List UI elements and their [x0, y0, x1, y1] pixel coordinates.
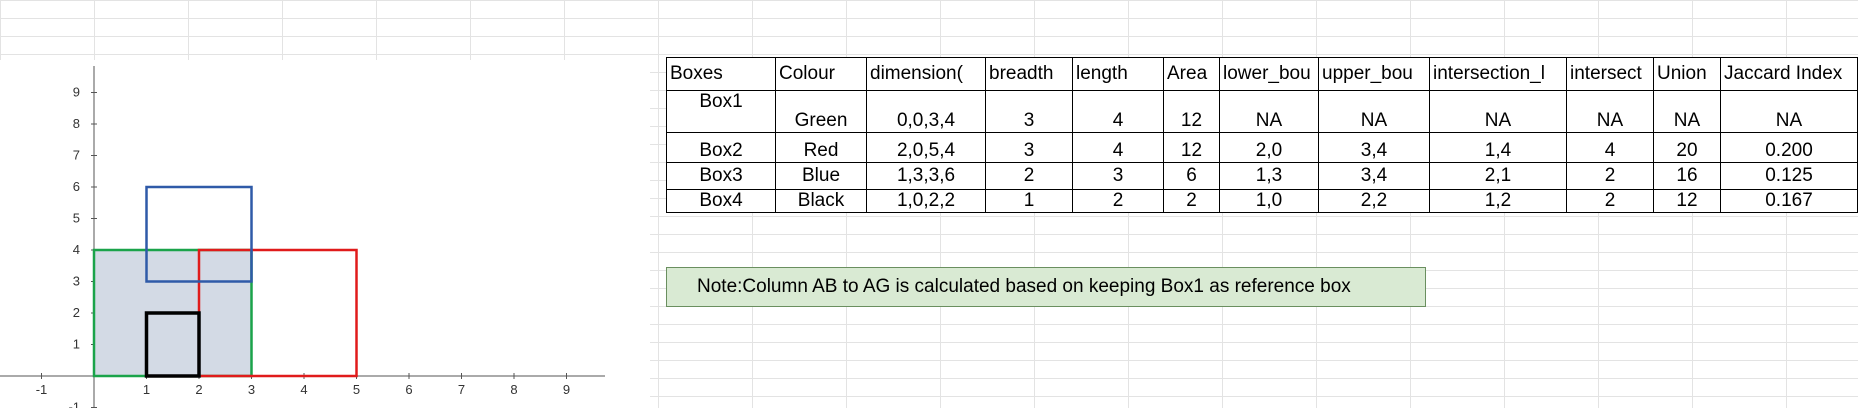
cell[interactable]: 12	[1653, 189, 1721, 213]
y-tick-label: 5	[73, 211, 80, 226]
header-colour[interactable]: Colour	[775, 57, 867, 91]
cell[interactable]: 4	[1072, 132, 1164, 163]
cell[interactable]: 2,0,5,4	[866, 132, 986, 163]
cell[interactable]: Black	[775, 189, 867, 213]
plot-canvas: -1 1 2 3 4 5 6 7 8 9 9 8 7 6 5 4 3 2 1 -1	[0, 66, 605, 408]
header-breadth[interactable]: breadth	[985, 57, 1073, 91]
cell[interactable]: 1,0	[1219, 189, 1319, 213]
y-tick-label: 3	[73, 274, 80, 289]
x-tick-label: 6	[405, 382, 412, 397]
cell[interactable]: 12	[1163, 90, 1220, 133]
cell[interactable]: 1,2	[1429, 189, 1567, 213]
cell[interactable]: NA	[1429, 90, 1567, 133]
x-tick-label: 5	[353, 382, 360, 397]
cell[interactable]: 3,4	[1318, 132, 1430, 163]
cell[interactable]: 0.167	[1720, 189, 1858, 213]
cell[interactable]: 3	[985, 132, 1073, 163]
cell[interactable]: 3	[1072, 162, 1164, 190]
cell[interactable]: 1,0,2,2	[866, 189, 986, 213]
x-tick-label: 1	[143, 382, 150, 397]
cell[interactable]: NA	[1219, 90, 1319, 133]
cell[interactable]: 1	[985, 189, 1073, 213]
table-row: Box4 Black 1,0,2,2 1 2 2 1,0 2,2 1,2 2 1…	[666, 189, 1858, 213]
cell[interactable]: NA	[1318, 90, 1430, 133]
box-box4	[144, 311, 201, 378]
box-box3	[145, 185, 253, 283]
cell[interactable]: NA	[1566, 90, 1654, 133]
cell[interactable]: 20	[1653, 132, 1721, 163]
table-row: Box1 Green 0,0,3,4 3 4 12 NA NA NA NA NA…	[666, 90, 1858, 133]
x-tick-label: 9	[563, 382, 570, 397]
cell[interactable]: 0.125	[1720, 162, 1858, 190]
cell[interactable]: Box3	[666, 162, 776, 190]
header-length[interactable]: length	[1072, 57, 1164, 91]
cell[interactable]: 1,3	[1219, 162, 1319, 190]
cell[interactable]: NA	[1720, 90, 1858, 133]
x-tick-label: 4	[300, 382, 307, 397]
header-boxes[interactable]: Boxes	[666, 57, 776, 91]
cell[interactable]: 6	[1163, 162, 1220, 190]
cell[interactable]: 2	[1566, 189, 1654, 213]
header-upper-bound[interactable]: upper_bou	[1318, 57, 1430, 91]
y-tick-label: 9	[73, 85, 80, 100]
cell[interactable]: 2	[985, 162, 1073, 190]
cell[interactable]: 16	[1653, 162, 1721, 190]
header-dimension[interactable]: dimension(	[866, 57, 986, 91]
cell[interactable]: 4	[1566, 132, 1654, 163]
header-union[interactable]: Union	[1653, 57, 1721, 91]
cell[interactable]: Green	[775, 90, 867, 133]
x-tick-label: -1	[36, 382, 48, 397]
cell[interactable]: Box1	[666, 90, 776, 133]
cell[interactable]: 3	[985, 90, 1073, 133]
bounding-box-plot: -1 1 2 3 4 5 6 7 8 9 9 8 7 6 5 4 3 2 1 -1	[0, 60, 650, 408]
y-tick-label: 6	[73, 179, 80, 194]
x-tick-label: 2	[195, 382, 202, 397]
header-intersect[interactable]: intersect	[1566, 57, 1654, 91]
cell[interactable]: Blue	[775, 162, 867, 190]
boxes-table: Boxes Colour dimension( breadth length A…	[666, 57, 1858, 213]
cell[interactable]: Box2	[666, 132, 776, 163]
y-tick-label: 7	[73, 148, 80, 163]
header-jaccard-index[interactable]: Jaccard Index	[1720, 57, 1858, 91]
header-area[interactable]: Area	[1163, 57, 1220, 91]
y-tick-label: 8	[73, 116, 80, 131]
cell[interactable]: 2,1	[1429, 162, 1567, 190]
x-tick-label: 7	[458, 382, 465, 397]
cell[interactable]: 12	[1163, 132, 1220, 163]
table-header-row: Boxes Colour dimension( breadth length A…	[666, 57, 1858, 91]
cell[interactable]: 2	[1566, 162, 1654, 190]
cell[interactable]: NA	[1653, 90, 1721, 133]
cell[interactable]: 0.200	[1720, 132, 1858, 163]
cell[interactable]: 2,2	[1318, 189, 1430, 213]
cell[interactable]: 4	[1072, 90, 1164, 133]
cell[interactable]: Box4	[666, 189, 776, 213]
cell[interactable]: Red	[775, 132, 867, 163]
y-tick-label: 4	[73, 242, 80, 257]
cell[interactable]: 2	[1072, 189, 1164, 213]
cell[interactable]: 1,4	[1429, 132, 1567, 163]
x-tick-label: 3	[248, 382, 255, 397]
note-box[interactable]: Note:Column AB to AG is calculated based…	[666, 267, 1426, 307]
y-tick-label: 1	[73, 337, 80, 352]
cell[interactable]: 0,0,3,4	[866, 90, 986, 133]
y-tick-label: 2	[73, 305, 80, 320]
cell[interactable]: 2	[1163, 189, 1220, 213]
cell[interactable]: 2,0	[1219, 132, 1319, 163]
x-tick-label: 8	[510, 382, 517, 397]
header-lower-bound[interactable]: lower_bou	[1219, 57, 1319, 91]
cell[interactable]: 1,3,3,6	[866, 162, 986, 190]
header-intersection-l[interactable]: intersection_l	[1429, 57, 1567, 91]
table-row: Box3 Blue 1,3,3,6 2 3 6 1,3 3,4 2,1 2 16…	[666, 162, 1858, 190]
table-row: Box2 Red 2,0,5,4 3 4 12 2,0 3,4 1,4 4 20…	[666, 132, 1858, 163]
cell[interactable]: 3,4	[1318, 162, 1430, 190]
note-text: Note:Column AB to AG is calculated based…	[697, 276, 1351, 297]
y-tick-label: -1	[68, 400, 80, 408]
